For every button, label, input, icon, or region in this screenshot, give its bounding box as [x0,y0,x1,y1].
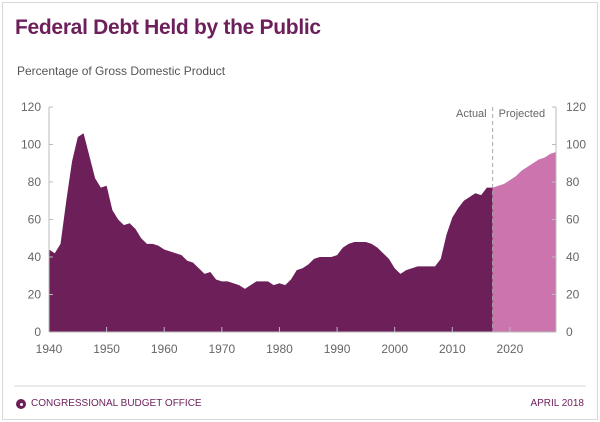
y-tick-label-right: 0 [566,325,573,339]
y-tick-label-right: 40 [566,250,580,264]
footer-divider [14,385,586,387]
x-tick-label: 1960 [151,342,178,356]
chart-title: Federal Debt Held by the Public [15,16,321,39]
x-tick-label: 2000 [381,342,408,356]
x-tick-label: 1980 [266,342,293,356]
y-tick-label-right: 80 [566,175,580,189]
footer-agency: CONGRESSIONAL BUDGET OFFICE [31,398,202,409]
footer-date: APRIL 2018 [530,398,584,409]
area-projected [492,152,556,332]
x-tick-label: 1950 [93,342,120,356]
y-tick-label-right: 20 [566,288,580,302]
x-tick-label: 1940 [36,342,63,356]
y-tick-label-right: 120 [566,100,586,114]
label-actual: Actual [456,108,487,120]
label-projected: Projected [499,108,545,120]
y-tick-label-left: 0 [34,325,41,339]
y-tick-label-left: 120 [21,100,41,114]
chart-subtitle: Percentage of Gross Domestic Product [17,64,226,78]
y-tick-label-left: 60 [28,213,42,227]
y-tick-label-right: 100 [566,138,586,152]
x-tick-label: 1970 [208,342,235,356]
x-tick-label: 1990 [324,342,351,356]
y-tick-label-left: 40 [28,250,42,264]
x-tick-label: 2010 [439,342,466,356]
y-tick-label-left: 80 [28,175,42,189]
y-tick-label-left: 20 [28,288,42,302]
x-tick-label: 2020 [497,342,524,356]
y-tick-label-right: 60 [566,213,580,227]
cbo-logo-icon [16,399,26,409]
area-actual [49,133,493,332]
y-tick-label-left: 100 [21,138,41,152]
